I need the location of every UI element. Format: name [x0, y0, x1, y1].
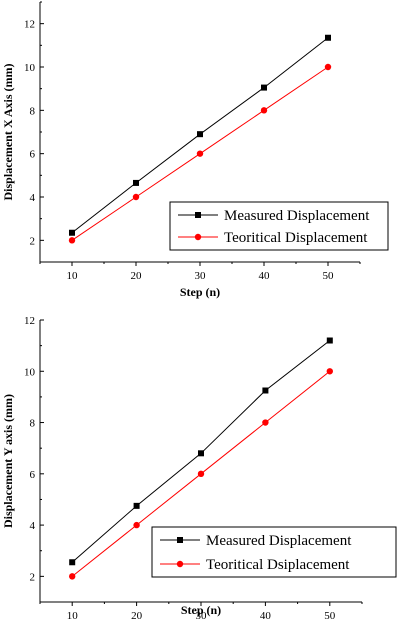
x-tick-label: 30	[196, 610, 208, 622]
x-tick-label: 40	[260, 610, 272, 622]
y-tick-label: 12	[24, 315, 35, 327]
data-point	[132, 193, 140, 201]
y-tick-label: 6	[30, 149, 36, 161]
data-point	[198, 450, 204, 457]
legend-swatch-marker	[194, 233, 202, 241]
data-point	[196, 150, 204, 157]
data-point	[197, 470, 205, 478]
data-point	[326, 337, 333, 344]
legend-box	[169, 201, 389, 251]
x-tick-label: 50	[324, 610, 336, 622]
y-tick-label: 2	[30, 235, 36, 247]
x-tick-label: 20	[131, 270, 143, 282]
x-tick-label: 50	[323, 270, 335, 282]
series-2	[68, 63, 332, 244]
y-tick-label: 6	[30, 469, 36, 481]
legend: Measured Displacement Teoritical Displace…	[169, 201, 389, 251]
legend-entry-label: Teoritical Displacement	[224, 230, 368, 246]
legend-entry-label: Measured Displacement	[206, 533, 352, 549]
data-point	[69, 573, 76, 580]
data-point	[260, 107, 268, 114]
x-tick-label: 40	[259, 270, 271, 282]
y-tick-label: 10	[24, 366, 36, 378]
x-axis-title: Step (n)	[180, 285, 220, 299]
y-tick-label: 8	[30, 418, 36, 430]
legend: Measured Displacement Teoritical Dsiplace…	[151, 526, 397, 578]
data-point	[325, 34, 331, 41]
data-point	[69, 229, 75, 236]
x-tick-label: 30	[195, 270, 207, 282]
y-tick-label: 4	[30, 192, 36, 204]
data-point	[326, 368, 333, 375]
data-point	[262, 419, 269, 426]
chart-panel-1: 2 4 6 8 10 12 10 20 30 40 50 Step (n) Displacement X…	[1, 1, 389, 299]
legend-box	[151, 526, 397, 578]
data-point	[133, 521, 140, 529]
x-tick-label: 20	[131, 610, 143, 622]
chart-panel-2: 2 4 6 8 10 12 10 20 30 40 50 Step (n) Displacement Y…	[1, 315, 397, 622]
y-axis-title: Displacement Y axis (mm)	[1, 394, 15, 528]
data-point	[261, 84, 267, 91]
series-2	[69, 368, 333, 580]
x-tick-label: 10	[67, 270, 79, 282]
data-point	[68, 237, 76, 244]
legend-swatch-marker	[195, 212, 201, 218]
data-point	[133, 179, 139, 186]
data-point	[133, 502, 140, 509]
data-point	[324, 63, 332, 71]
legend-swatch-marker	[176, 560, 184, 568]
legend-entry-label: Measured Displacement	[224, 208, 370, 224]
y-tick-label: 10	[24, 62, 36, 74]
y-tick-label: 4	[30, 520, 36, 532]
data-point	[197, 131, 203, 138]
y-axis-title: Displacement X Axis (mm)	[1, 64, 15, 201]
y-tick-label: 8	[30, 105, 36, 117]
data-point	[69, 559, 76, 566]
x-axis-title: Step (n)	[181, 603, 221, 617]
y-tick-label: 2	[30, 571, 36, 583]
series-1	[69, 34, 331, 236]
x-tick-label: 10	[67, 610, 79, 622]
data-point	[262, 387, 269, 394]
legend-entry-label: Teoritical Dsiplacement	[206, 557, 350, 573]
series-1	[69, 337, 333, 566]
legend-swatch-marker	[177, 537, 183, 543]
y-tick-label: 12	[24, 19, 35, 31]
